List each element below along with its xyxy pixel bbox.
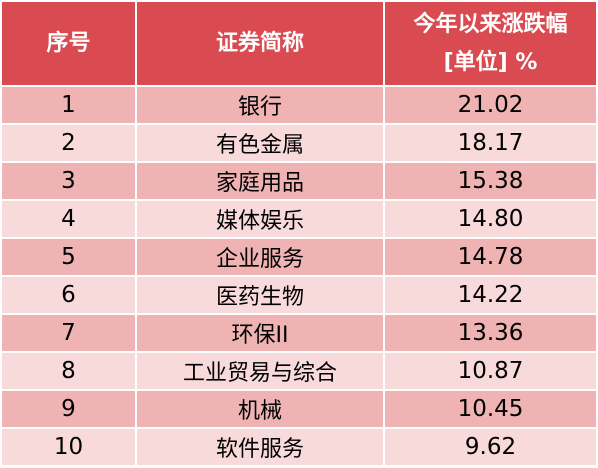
cell-change: 14.78 (384, 238, 596, 277)
cell-index: 8 (2, 352, 137, 391)
header-name: 证券简称 (136, 2, 385, 87)
header-change-title: 今年以来涨跌幅 (413, 11, 568, 37)
cell-change: 10.87 (384, 352, 596, 391)
table-row: 4 媒体娱乐 14.80 (2, 200, 596, 239)
cell-name: 医药生物 (136, 276, 385, 315)
cell-name: 银行 (136, 86, 385, 125)
cell-index: 7 (2, 314, 137, 353)
cell-name: 工业贸易与综合 (136, 352, 385, 391)
cell-change: 14.80 (384, 200, 596, 239)
cell-name: 媒体娱乐 (136, 200, 385, 239)
cell-name: 环保II (136, 314, 385, 353)
cell-index: 5 (2, 238, 137, 277)
cell-name: 机械 (136, 390, 385, 429)
cell-index: 10 (2, 428, 137, 467)
header-change-unit: [单位] % (443, 49, 538, 75)
cell-name: 企业服务 (136, 238, 385, 277)
table-row: 9 机械 10.45 (2, 390, 596, 429)
cell-name: 软件服务 (136, 428, 385, 467)
cell-index: 9 (2, 390, 137, 429)
cell-change: 14.22 (384, 276, 596, 315)
table-row: 1 银行 21.02 (2, 86, 596, 125)
header-index: 序号 (2, 2, 137, 87)
cell-change: 9.62 (384, 428, 596, 467)
table-row: 3 家庭用品 15.38 (2, 162, 596, 201)
cell-change: 18.17 (384, 124, 596, 163)
table-row: 2 有色金属 18.17 (2, 124, 596, 163)
table-row: 10 软件服务 9.62 (2, 428, 596, 467)
cell-change: 10.45 (384, 390, 596, 429)
cell-index: 1 (2, 86, 137, 125)
cell-index: 6 (2, 276, 137, 315)
cell-change: 13.36 (384, 314, 596, 353)
cell-index: 4 (2, 200, 137, 239)
cell-change: 15.38 (384, 162, 596, 201)
cell-change: 21.02 (384, 86, 596, 125)
table-row: 8 工业贸易与综合 10.87 (2, 352, 596, 391)
table-row: 6 医药生物 14.22 (2, 276, 596, 315)
cell-name: 有色金属 (136, 124, 385, 163)
table-row: 5 企业服务 14.78 (2, 238, 596, 277)
header-change: 今年以来涨跌幅 [单位] % (384, 2, 596, 87)
header-row: 序号 证券简称 今年以来涨跌幅 [单位] % (2, 2, 596, 87)
table-row: 7 环保II 13.36 (2, 314, 596, 353)
cell-index: 2 (2, 124, 137, 163)
cell-name: 家庭用品 (136, 162, 385, 201)
cell-index: 3 (2, 162, 137, 201)
